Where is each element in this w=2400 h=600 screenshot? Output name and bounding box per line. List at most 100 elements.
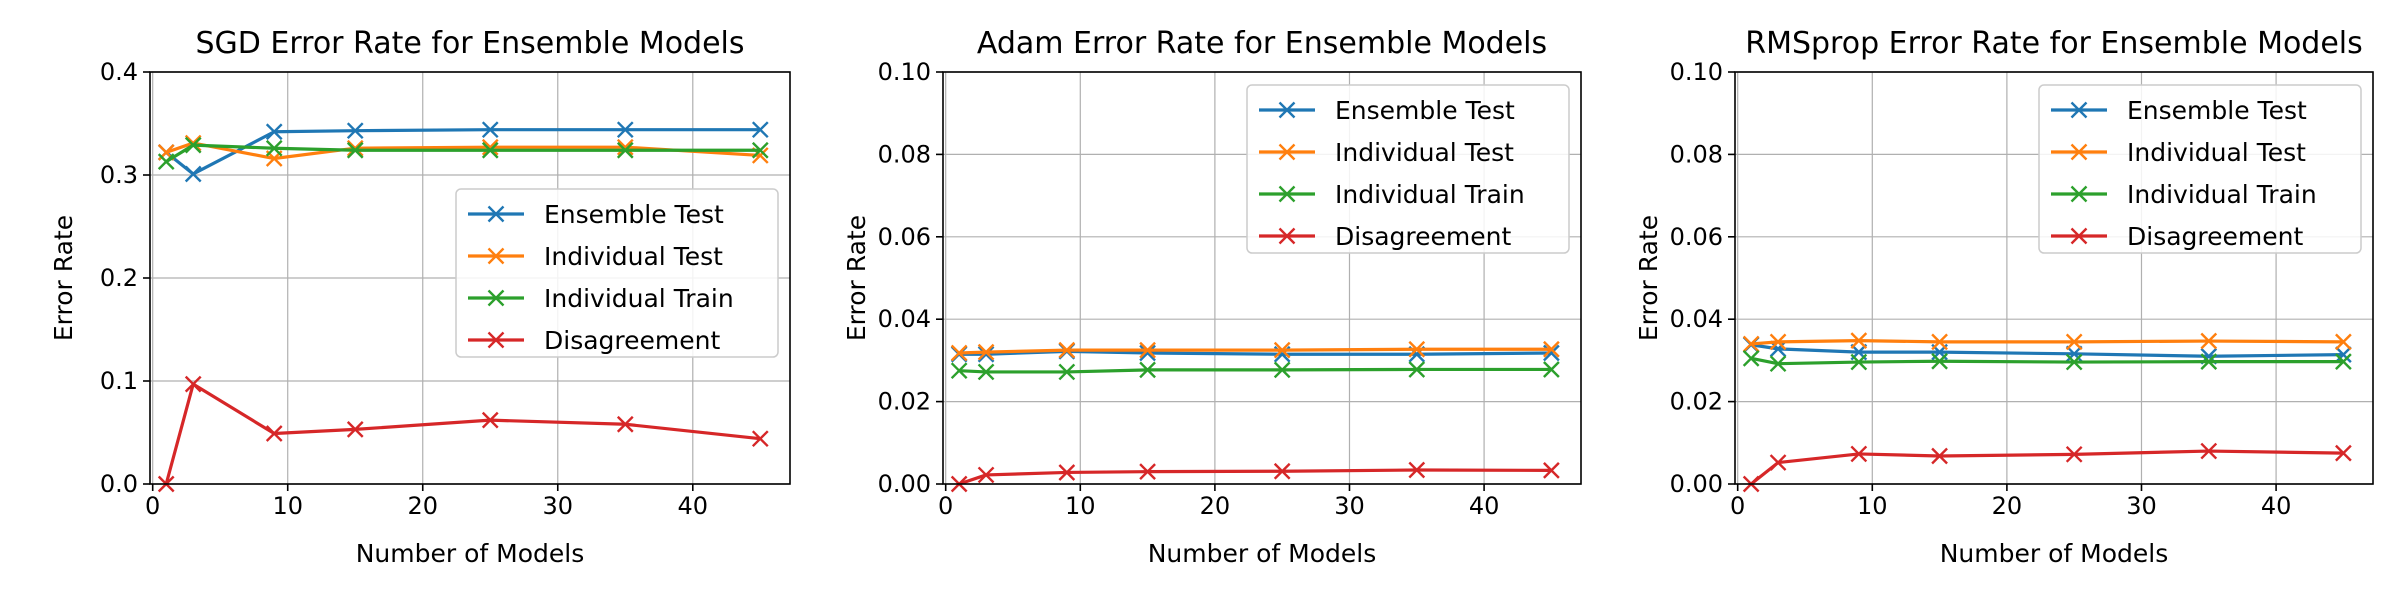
x-axis-label: Number of Models	[356, 539, 585, 568]
y-axis-label: Error Rate	[842, 215, 871, 341]
chart-title: RMSprop Error Rate for Ensemble Models	[1745, 26, 2363, 61]
data-point	[1543, 361, 1560, 378]
y-axis-label: Error Rate	[1634, 215, 1663, 341]
y-tick-label: 0.1	[100, 367, 138, 395]
data-point	[1931, 352, 1948, 370]
y-tick-label: 0.10	[1670, 58, 1723, 86]
data-point	[2065, 445, 2083, 463]
data-point	[1543, 340, 1560, 358]
y-tick-label: 0.02	[1670, 388, 1723, 416]
chart-panel-3: 0 10 20 30 40 0.00 0.02 0.04 0.06 0.08 0.10 RMSprop…	[1634, 26, 2374, 568]
legend-item-individual-test: Individual Test	[1259, 138, 1514, 167]
y-tick-label: 0.04	[1670, 305, 1723, 333]
legend-item-disagreement: Disagreement	[468, 326, 720, 355]
data-point	[481, 141, 499, 159]
data-point	[184, 165, 202, 183]
legend-marker	[487, 331, 505, 349]
data-point	[2335, 444, 2352, 462]
chart-title: SGD Error Rate for Ensemble Models	[195, 26, 744, 61]
data-point	[184, 136, 202, 154]
legend-item-disagreement: Disagreement	[1259, 222, 1511, 251]
x-tick-label: 40	[2261, 492, 2292, 520]
data-point	[2065, 345, 2083, 363]
legend-label: Individual Test	[544, 242, 723, 271]
data-point	[481, 411, 499, 429]
data-point	[1273, 361, 1291, 379]
data-point	[1273, 341, 1291, 359]
legend-item-ensemble-test: Ensemble Test	[2051, 96, 2307, 125]
data-point	[1139, 344, 1156, 362]
y-tick-label: 0.0	[100, 470, 138, 498]
data-point	[157, 153, 175, 170]
y-tick-label: 0.06	[878, 223, 931, 251]
data-point	[1769, 340, 1787, 358]
data-point	[616, 415, 634, 433]
data-point	[616, 141, 634, 159]
x-tick-label: 20	[407, 492, 438, 520]
y-tick-label: 0.06	[1670, 223, 1723, 251]
data-point	[977, 343, 995, 361]
data-point	[751, 121, 769, 139]
data-point	[1139, 463, 1156, 480]
y-tick-label: 0.00	[1670, 470, 1723, 498]
chart-panel-2: 0 10 20 30 40 0.00 0.02 0.04 0.06 0.08 0.10 Adam Er…	[842, 26, 1582, 568]
legend-marker	[1278, 143, 1296, 161]
data-point	[265, 425, 283, 442]
chart-title: Adam Error Rate for Ensemble Models	[977, 26, 1547, 61]
legend-marker	[2070, 185, 2088, 203]
data-point	[977, 363, 995, 381]
legend-box	[2038, 84, 2362, 254]
legend-label: Ensemble Test	[1335, 96, 1515, 125]
legend-item-individual-train: Individual Train	[2051, 180, 2317, 209]
data-point	[1543, 462, 1560, 479]
data-point	[346, 421, 364, 438]
data-point	[1139, 361, 1156, 379]
chart-panel-1: 0 10 20 30 40 0.0 0.1 0.2 0.3 0.4 SGD Error Rate f…	[49, 26, 791, 568]
x-tick-label: 30	[542, 492, 573, 520]
legend-marker	[1278, 227, 1296, 245]
legend-item-individual-test: Individual Test	[2051, 138, 2306, 167]
legend-item-individual-test: Individual Test	[468, 242, 723, 271]
y-axis-label: Error Rate	[49, 215, 78, 341]
data-point	[481, 121, 499, 139]
data-point	[1408, 340, 1426, 358]
data-point	[346, 122, 364, 140]
legend-marker	[1278, 101, 1296, 119]
data-point	[2335, 333, 2352, 351]
legend-label: Ensemble Test	[544, 200, 724, 229]
legend-item-individual-train: Individual Train	[468, 284, 734, 313]
data-point	[1931, 447, 1948, 465]
legend-marker	[2070, 101, 2088, 119]
data-point	[2200, 442, 2218, 460]
data-point	[950, 362, 968, 380]
data-point	[751, 141, 769, 159]
legend-item-disagreement: Disagreement	[2051, 222, 2303, 251]
legend-label: Disagreement	[1335, 222, 1511, 251]
data-point	[2200, 332, 2218, 350]
axes-frame	[942, 71, 1582, 485]
data-point	[616, 138, 634, 156]
legend-label: Individual Test	[1335, 138, 1514, 167]
legend-label: Individual Train	[544, 284, 734, 313]
legend: Ensemble Test Individual Test Individual T…	[1246, 84, 1570, 254]
y-tick-label: 0.00	[878, 470, 931, 498]
x-tick-label: 20	[1992, 492, 2023, 520]
x-tick-label: 10	[1857, 492, 1888, 520]
data-point	[1408, 361, 1426, 378]
data-point	[1742, 335, 1760, 353]
y-tick-label: 0.4	[100, 58, 138, 86]
data-point	[1273, 462, 1291, 480]
data-point	[977, 345, 995, 363]
data-point	[265, 123, 283, 141]
legend-marker	[2070, 227, 2088, 245]
legend-item-individual-train: Individual Train	[1259, 180, 1525, 209]
data-point	[2200, 353, 2218, 370]
x-tick-label: 10	[1065, 492, 1096, 520]
data-point	[2065, 333, 2083, 351]
y-tick-label: 0.2	[100, 264, 138, 292]
data-point	[346, 139, 364, 157]
data-point	[346, 141, 364, 159]
x-tick-label: 0	[145, 492, 160, 520]
data-point	[1058, 464, 1076, 481]
y-tick-label: 0.04	[878, 305, 931, 333]
